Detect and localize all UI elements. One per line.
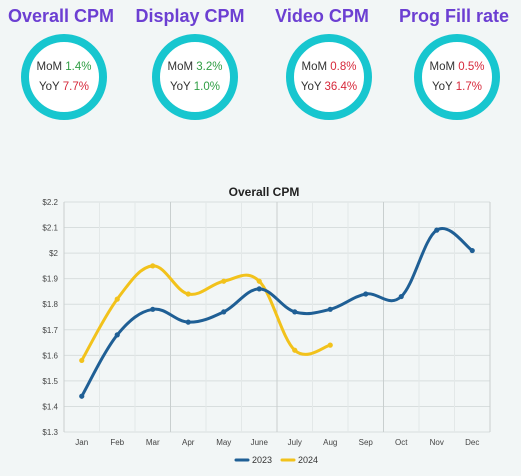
- data-point-2024[interactable]: [292, 347, 298, 353]
- legend-item-2024[interactable]: 2024: [280, 455, 318, 465]
- legend-label: 2023: [252, 455, 272, 465]
- kpi-yoy-line: YoY 1.7%: [432, 77, 482, 97]
- x-tick-label: Jan: [75, 438, 88, 447]
- kpi-mom-line: MoM 0.5%: [430, 57, 485, 77]
- y-tick-label: $2: [49, 249, 58, 258]
- x-tick-label: Oct: [395, 438, 408, 447]
- data-point-2024[interactable]: [185, 291, 191, 297]
- kpi-ring: MoM 0.8% YoY 36.4%: [286, 34, 372, 120]
- y-tick-label: $1.9: [42, 275, 58, 284]
- kpi-yoy-label: YoY: [39, 81, 60, 93]
- legend-item-2023[interactable]: 2023: [234, 455, 272, 465]
- kpi-ring: MoM 1.4% YoY 7.7%: [21, 34, 107, 120]
- kpi-title: Video CPM: [275, 6, 369, 26]
- x-tick-label: Nov: [430, 438, 444, 447]
- y-tick-label: $1.5: [42, 377, 58, 386]
- kpi-yoy-line: YoY 1.0%: [170, 77, 220, 97]
- kpi-mom-label: MoM: [36, 61, 63, 73]
- kpi-yoy-label: YoY: [300, 81, 322, 93]
- line-chart: Overall CPM $1.3 $1.4 $1.5 $1.6 $1.7 $1.8 $1.9…: [42, 185, 491, 465]
- x-tick-label: July: [288, 438, 302, 447]
- kpi-mom-label: MoM: [167, 61, 194, 73]
- x-tick-label: Feb: [110, 438, 124, 447]
- series-layer: [79, 226, 475, 399]
- series-line-2023: [80, 226, 474, 398]
- kpi-mom-line: MoM 3.2%: [168, 57, 223, 77]
- data-point-2024[interactable]: [114, 296, 120, 302]
- kpi-mom-line: MoM 0.8%: [302, 57, 357, 77]
- overall-cpm-chart: Overall CPM $1.3 $1.4 $1.5 $1.6 $1.7 $1.8 $1.9…: [0, 180, 521, 471]
- x-tick-label: Aug: [323, 438, 337, 447]
- kpi-title: Display CPM: [135, 6, 245, 26]
- data-point-2024[interactable]: [150, 263, 156, 269]
- x-tick-label: June: [251, 438, 269, 447]
- grid-layer: [63, 201, 491, 433]
- kpi-title: Overall CPM: [8, 6, 115, 26]
- data-point-2023[interactable]: [292, 309, 298, 315]
- kpi-mom-value: 3.2%: [196, 61, 223, 73]
- legend[interactable]: 2023 2024: [234, 455, 318, 465]
- x-tick-label: Apr: [182, 438, 195, 447]
- kpi-yoy-label: YoY: [170, 81, 191, 93]
- y-tick-label: $2.2: [42, 198, 58, 207]
- kpi-mom-label: MoM: [429, 61, 456, 73]
- data-point-2024[interactable]: [79, 357, 85, 364]
- kpi-mom-value: 1.4%: [65, 61, 92, 73]
- legend-label: 2024: [298, 455, 318, 465]
- data-point-2023[interactable]: [150, 306, 156, 312]
- data-point-2023[interactable]: [398, 293, 404, 300]
- data-point-2023[interactable]: [469, 247, 475, 254]
- x-tick-label: May: [216, 438, 231, 447]
- y-tick-label: $2.1: [42, 224, 58, 233]
- data-point-2023[interactable]: [434, 227, 440, 233]
- y-tick-label: $1.3: [42, 428, 58, 437]
- data-point-2023[interactable]: [363, 291, 369, 297]
- kpi-yoy-line: YoY 7.7%: [39, 77, 89, 97]
- data-point-2024[interactable]: [221, 278, 227, 284]
- kpi-ring: MoM 0.5% YoY 1.7%: [414, 34, 500, 120]
- data-point-2023[interactable]: [221, 309, 227, 315]
- data-point-2023[interactable]: [114, 332, 120, 338]
- data-point-2023[interactable]: [327, 306, 333, 312]
- kpi-yoy-line: YoY 36.4%: [301, 77, 357, 97]
- kpi-yoy-value: 1.0%: [193, 81, 220, 93]
- data-point-2024[interactable]: [327, 342, 333, 348]
- axis-layer: $1.3 $1.4 $1.5 $1.6 $1.7 $1.8 $1.9 $2 $2.1 $2.2 Ja…: [42, 198, 479, 447]
- kpi-yoy-value: 7.7%: [62, 81, 89, 93]
- data-point-2024[interactable]: [256, 278, 262, 284]
- x-tick-label: Mar: [146, 438, 160, 447]
- y-tick-label: $1.7: [42, 326, 58, 335]
- x-tick-label: Sep: [359, 438, 374, 447]
- data-point-2023[interactable]: [256, 286, 262, 292]
- kpi-mom-label: MoM: [301, 61, 328, 73]
- x-tick-label: Dec: [465, 438, 479, 447]
- kpi-ring: MoM 3.2% YoY 1.0%: [152, 34, 238, 120]
- data-point-2023[interactable]: [79, 393, 85, 399]
- chart-title: Overall CPM: [229, 185, 300, 199]
- kpi-yoy-value: 1.7%: [455, 81, 482, 93]
- y-tick-label: $1.4: [42, 402, 58, 411]
- y-tick-label: $1.8: [42, 300, 58, 309]
- kpi-yoy-value: 36.4%: [324, 81, 358, 93]
- kpi-yoy-label: YoY: [432, 81, 453, 93]
- data-point-2023[interactable]: [185, 319, 191, 325]
- kpi-mom-value: 0.8%: [330, 61, 357, 73]
- kpi-mom-value: 0.5%: [458, 61, 485, 73]
- y-tick-label: $1.6: [42, 351, 58, 360]
- kpi-title: Prog Fill rate: [398, 6, 510, 26]
- kpi-mom-line: MoM 1.4%: [37, 57, 92, 77]
